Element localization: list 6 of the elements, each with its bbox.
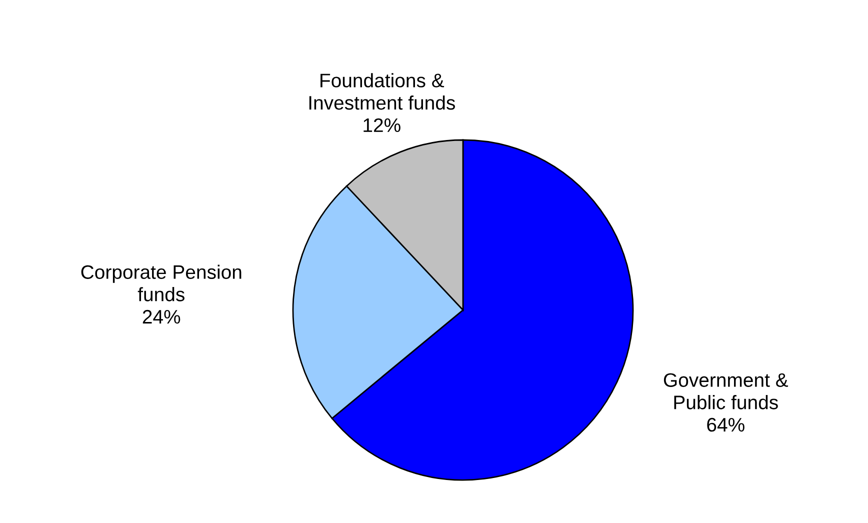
data-label: 12% [364,118,400,132]
data-label: 24% [142,310,180,324]
slice-label: Government & Public funds [664,373,788,410]
slice-label: Foundations & Investment funds [309,73,455,110]
data-label: 64% [707,418,744,432]
slice-label: Corporate Pension funds [81,264,242,302]
